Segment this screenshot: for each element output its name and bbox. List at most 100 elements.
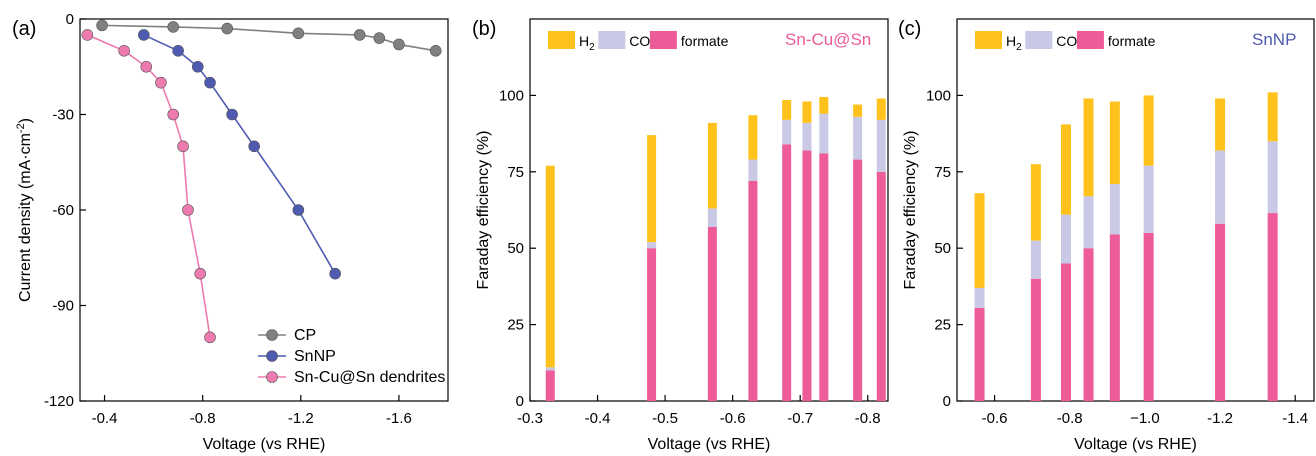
y-tick-label: 50: [507, 240, 524, 257]
x-tick-label: -0.6: [982, 410, 1008, 427]
bar-segment-co: [545, 367, 555, 371]
legend-swatch: [649, 31, 677, 49]
bar-segment-co: [802, 122, 812, 151]
data-point: [118, 45, 130, 57]
data-point: [393, 38, 405, 51]
legend-label-sub: 2: [589, 42, 595, 53]
bar-segment-formate: [974, 307, 985, 401]
bar-segment-formate: [853, 159, 863, 401]
plot-frame: [79, 18, 449, 402]
x-tick-label: -1.4: [1282, 410, 1308, 427]
inset-label: Sn-Cu@Sn: [785, 30, 871, 49]
bar-segment-h2: [545, 165, 555, 368]
panel-label: (c): [898, 18, 921, 40]
bar-segment-h2: [782, 99, 792, 120]
x-tick-label: -1.2: [1207, 410, 1233, 427]
x-tick-label: -1.2: [288, 410, 314, 427]
data-point: [182, 204, 194, 216]
y-tick-label: 0: [943, 393, 951, 410]
bar-segment-co: [748, 159, 758, 181]
bar-segment-formate: [802, 150, 812, 401]
legend-label-text: CO: [1056, 33, 1077, 49]
y-tick-label: -60: [52, 202, 74, 219]
data-point: [204, 331, 216, 344]
x-axis-label: Voltage (vs RHE): [203, 436, 326, 453]
inset-label: SnNP: [1252, 30, 1296, 49]
bar-segment-formate: [545, 370, 555, 401]
bar-segment-co: [647, 242, 657, 249]
data-point: [221, 22, 233, 35]
x-tick-label: -0.4: [92, 410, 118, 427]
legend-marker: [266, 350, 278, 362]
legend-label-text: formate: [681, 33, 729, 49]
x-tick-label: -0.4: [585, 410, 611, 427]
bar-segment-h2: [707, 122, 717, 209]
x-tick-label: -0.5: [652, 410, 678, 427]
y-axis-label: Faraday efficiency (%): [475, 131, 492, 290]
y-tick-label: 0: [66, 11, 74, 28]
y-axis-label: Faraday efficiency (%): [902, 131, 919, 290]
legend-label: Sn-Cu@Sn dendrites: [294, 369, 445, 386]
data-point: [191, 60, 204, 73]
series-sn-cu-sn-dendrites: [81, 29, 216, 344]
bar-segment-h2: [819, 96, 829, 114]
bar-segment-co: [1109, 184, 1120, 235]
bar-segment-co: [1060, 214, 1071, 264]
bar-segment-h2: [748, 115, 758, 160]
bar-segment-co: [1143, 165, 1154, 233]
bar-segment-formate: [819, 153, 829, 401]
bar-segment-formate: [1267, 213, 1278, 401]
legend: H2 CO formate: [975, 31, 1156, 53]
y-axis-label: Current density (mA·cm-2): [15, 118, 34, 302]
bar-segment-co: [819, 113, 829, 154]
bar-segment-formate: [1030, 278, 1041, 401]
data-point: [96, 19, 108, 32]
bar-segment-h2: [1109, 101, 1120, 185]
bar-segment-h2: [1215, 98, 1226, 151]
x-tick-label: -0.6: [720, 410, 746, 427]
bar-segment-co: [1215, 150, 1226, 224]
bar-segment-h2: [974, 193, 985, 288]
legend: CP SnNP Sn-Cu@Sn dendrites: [258, 327, 445, 386]
legend-swatch: [975, 31, 1002, 49]
y-tick-label: -90: [52, 298, 74, 315]
x-tick-label: -0.7: [787, 410, 813, 427]
y-tick-label: 0: [516, 393, 524, 410]
data-point: [172, 45, 184, 57]
x-tick-label: -0.8: [190, 410, 216, 427]
bar-segment-co: [782, 119, 792, 145]
legend-label-text: formate: [1108, 33, 1156, 49]
data-point: [137, 29, 150, 41]
panel-label: (a): [12, 18, 36, 40]
bar-segment-formate: [1143, 232, 1154, 401]
y-tick-label: -30: [52, 107, 74, 124]
legend-swatch: [598, 31, 626, 49]
bar-segment-h2: [647, 135, 657, 243]
plot-frame: [956, 18, 1315, 402]
legend-swatch: [548, 31, 575, 49]
y-tick-label: 75: [507, 164, 524, 181]
bar-segment-h2: [1267, 92, 1278, 142]
legend-swatch: [1076, 31, 1104, 49]
bar-segment-formate: [876, 171, 886, 401]
y-axis-label-text: Faraday efficiency (%): [902, 131, 919, 290]
bar-segment-formate: [748, 180, 758, 401]
data-point: [140, 60, 153, 73]
bar-segment-co: [1267, 141, 1278, 214]
legend-label: H2: [579, 33, 595, 53]
data-point: [226, 108, 238, 121]
x-axis-label: Voltage (vs RHE): [1074, 436, 1197, 453]
legend-marker: [266, 371, 278, 383]
data-point: [292, 27, 305, 40]
x-tick-label: -0.8: [855, 410, 881, 427]
legend-label: CO: [629, 33, 650, 49]
panel-2-axes: -0.6 -0.8 −1.0 -1.2 -1.4 0 25 50 75 100 Voltage (v…: [898, 18, 1315, 453]
series-snnp: [137, 29, 341, 280]
y-axis-label-close: ): [17, 118, 34, 123]
x-tick-label: -0.3: [517, 410, 543, 427]
y-tick-label: 25: [507, 317, 524, 334]
panel-1-axes: -0.3 -0.4 -0.5 -0.6 -0.7 -0.8 0 25 50 75 100 Voltag…: [472, 18, 889, 453]
data-point: [177, 140, 189, 153]
data-point: [194, 267, 207, 280]
legend-label: CP: [294, 327, 316, 344]
